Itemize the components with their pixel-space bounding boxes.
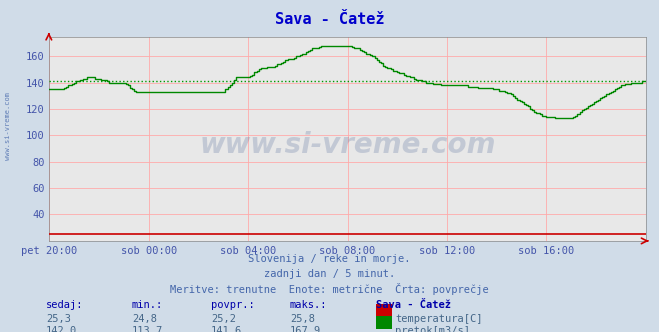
Text: temperatura[C]: temperatura[C] — [395, 314, 483, 324]
Text: pretok[m3/s]: pretok[m3/s] — [395, 326, 471, 332]
Text: zadnji dan / 5 minut.: zadnji dan / 5 minut. — [264, 269, 395, 279]
Text: 24,8: 24,8 — [132, 314, 157, 324]
Text: 25,8: 25,8 — [290, 314, 315, 324]
Text: Sava - Čatež: Sava - Čatež — [275, 12, 384, 27]
Text: Meritve: trenutne  Enote: metrične  Črta: povprečje: Meritve: trenutne Enote: metrične Črta: … — [170, 283, 489, 295]
Text: 25,3: 25,3 — [46, 314, 71, 324]
Text: 141,6: 141,6 — [211, 326, 242, 332]
Text: maks.:: maks.: — [290, 300, 328, 310]
Text: 142,0: 142,0 — [46, 326, 77, 332]
Text: min.:: min.: — [132, 300, 163, 310]
Text: www.si-vreme.com: www.si-vreme.com — [5, 92, 11, 160]
Text: 113,7: 113,7 — [132, 326, 163, 332]
Text: Sava - Čatež: Sava - Čatež — [376, 300, 451, 310]
Text: 25,2: 25,2 — [211, 314, 236, 324]
Text: Slovenija / reke in morje.: Slovenija / reke in morje. — [248, 254, 411, 264]
Text: www.si-vreme.com: www.si-vreme.com — [200, 131, 496, 159]
Text: sedaj:: sedaj: — [46, 300, 84, 310]
Text: povpr.:: povpr.: — [211, 300, 254, 310]
Text: 167,9: 167,9 — [290, 326, 321, 332]
